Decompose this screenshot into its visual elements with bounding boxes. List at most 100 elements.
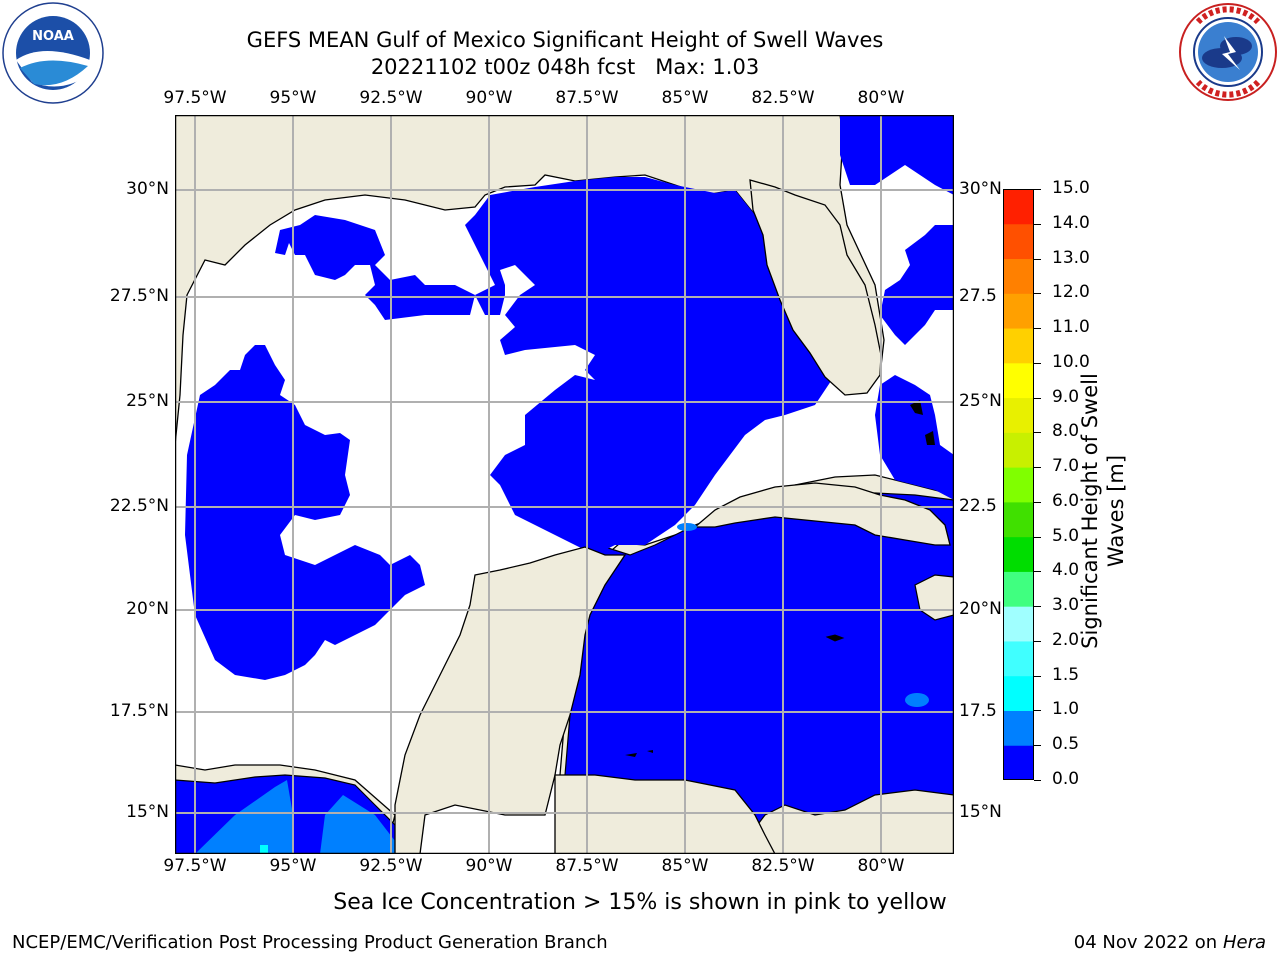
- lat-label-right-1: 27.5: [959, 286, 997, 306]
- colorbar-tick-label-7: 8.0: [1052, 421, 1080, 442]
- swell-map: [174, 114, 955, 855]
- swell-1.0-spot: [260, 845, 268, 854]
- lon-label-top-4: 87.5°W: [555, 88, 619, 108]
- jamaica-island: [825, 634, 845, 642]
- colorbar-swatch-5: [1003, 571, 1034, 607]
- lon-label-top-2: 92.5°W: [359, 88, 423, 108]
- colorbar-tick-mark-4: [1034, 328, 1041, 330]
- lon-label-bot-6: 82.5°W: [751, 856, 815, 876]
- colorbar-tick-label-11: 4.0: [1052, 560, 1080, 581]
- colorbar-tick-mark-15: [1034, 710, 1041, 712]
- lat-label-right-5: 17.5: [959, 701, 997, 721]
- colorbar-tick-mark-17: [1034, 780, 1041, 781]
- colorbar-tick-mark-7: [1034, 432, 1041, 434]
- lon-label-top-7: 80°W: [857, 88, 905, 108]
- colorbar-tick-mark-0: [1034, 189, 1041, 190]
- colorbar-swatch-4: [1003, 606, 1034, 642]
- colorbar-tick-mark-3: [1034, 293, 1041, 295]
- colorbar-tick-label-15: 1.0: [1052, 699, 1080, 720]
- gridlines: [175, 115, 954, 854]
- lat-label-left-5: 17.5°N: [109, 701, 169, 721]
- swell-0.5-yucatan-channel: [677, 523, 697, 531]
- lat-label-left-6: 15°N: [126, 802, 169, 822]
- swell-blue-ne-atlantic: [840, 115, 954, 345]
- colorbar-swatches: [1003, 189, 1034, 781]
- colorbar-swatch-0: [1003, 745, 1034, 781]
- lon-label-bot-5: 85°W: [661, 856, 709, 876]
- footer-left: NCEP/EMC/Verification Post Processing Pr…: [12, 932, 608, 953]
- lat-label-left-1: 27.5°N: [109, 286, 169, 306]
- colorbar-tick-label-1: 14.0: [1052, 212, 1090, 233]
- swell-blue-se-atlantic: [875, 375, 954, 500]
- colorbar-label-line1: Significant Height of Swell: [1078, 373, 1102, 649]
- cayman-islands: [625, 750, 653, 757]
- lon-label-bot-0: 97.5°W: [163, 856, 227, 876]
- lat-label-right-0: 30°N: [959, 179, 1002, 199]
- colorbar-swatch-11: [1003, 362, 1034, 399]
- lon-label-bot-3: 90°W: [465, 856, 513, 876]
- colorbar-tick-label-17: 0.0: [1052, 769, 1080, 789]
- chart-subtitle: 20221102 t00z 048h fcst Max: 1.03: [0, 55, 1130, 79]
- colorbar-tick-label-2: 13.0: [1052, 247, 1090, 268]
- forecast-time: 20221102 t00z 048h fcst: [370, 55, 636, 79]
- lat-label-left-0: 30°N: [126, 179, 169, 199]
- lat-label-left-4: 20°N: [126, 599, 169, 619]
- colorbar: [1003, 189, 1034, 781]
- colorbar-swatch-13: [1003, 293, 1034, 329]
- footer-host: Hera: [1222, 932, 1266, 953]
- swell-blue-gulf-north: [285, 215, 475, 320]
- colorbar-label: Significant Height of Swell Waves [m]: [1077, 361, 1129, 661]
- colorbar-tick-label-10: 5.0: [1052, 525, 1080, 546]
- colorbar-frame: [1003, 189, 1034, 780]
- colorbar-swatch-16: [1003, 189, 1034, 225]
- lon-label-top-3: 90°W: [465, 88, 513, 108]
- colorbar-tick-mark-9: [1034, 501, 1041, 503]
- colorbar-tick-mark-16: [1034, 745, 1041, 747]
- colorbar-tick-mark-14: [1034, 675, 1041, 677]
- colorbar-tick-mark-12: [1034, 606, 1041, 608]
- footer-right: 04 Nov 2022 on Hera: [1074, 932, 1266, 953]
- bahamas-islands: [910, 400, 935, 445]
- swell-0.5-pacific: [195, 780, 293, 854]
- lon-label-bot-1: 95°W: [269, 856, 317, 876]
- colorbar-swatch-10: [1003, 397, 1034, 433]
- swell-0.5-pacific-2: [320, 795, 405, 854]
- colorbar-swatch-3: [1003, 640, 1034, 677]
- sea-ice-note: Sea Ice Concentration > 15% is shown in …: [333, 890, 947, 915]
- noaa-logo-icon: NOAA: [2, 2, 104, 104]
- colorbar-tick-mark-8: [1034, 467, 1041, 469]
- swell-blue-gulf-east: [465, 177, 835, 555]
- colorbar-tick-label-14: 1.5: [1052, 664, 1080, 685]
- colorbar-swatch-14: [1003, 258, 1034, 294]
- map-panel: [174, 114, 955, 855]
- lon-label-top-5: 85°W: [661, 88, 709, 108]
- lat-label-right-3: 22.5: [959, 496, 997, 516]
- lat-label-right-6: 15°N: [959, 802, 1002, 822]
- colorbar-tick-mark-1: [1034, 223, 1041, 225]
- chart-title: GEFS MEAN Gulf of Mexico Significant Hei…: [246, 28, 884, 52]
- max-value: Max: 1.03: [655, 55, 760, 79]
- colorbar-tick-label-9: 6.0: [1052, 490, 1080, 511]
- colorbar-swatch-1: [1003, 710, 1034, 746]
- lat-label-right-4: 20°N: [959, 599, 1002, 619]
- colorbar-swatch-2: [1003, 675, 1034, 711]
- colorbar-tick-label-5: 10.0: [1052, 351, 1090, 372]
- lon-label-top-1: 95°W: [269, 88, 317, 108]
- lon-label-bot-7: 80°W: [857, 856, 905, 876]
- swell-0.5-caribbean: [905, 693, 929, 707]
- lat-label-left-2: 25°N: [126, 391, 169, 411]
- colorbar-tick-label-4: 11.0: [1052, 317, 1090, 338]
- map-frame: [174, 114, 955, 855]
- colorbar-tick-label-8: 7.0: [1052, 456, 1080, 477]
- colorbar-tick-mark-10: [1034, 536, 1041, 538]
- colorbar-tick-label-13: 2.0: [1052, 629, 1080, 650]
- colorbar-tick-mark-2: [1034, 258, 1041, 260]
- lat-label-right-2: 25°N: [959, 391, 1002, 411]
- lon-label-top-0: 97.5°W: [163, 88, 227, 108]
- colorbar-tick-mark-13: [1034, 640, 1041, 642]
- lat-label-left-3: 22.5°N: [109, 496, 169, 516]
- cuba-land: [693, 482, 951, 546]
- nws-logo-icon: [1178, 2, 1278, 102]
- noaa-logo-text: NOAA: [32, 29, 74, 44]
- footer-date: 04 Nov 2022 on: [1073, 932, 1218, 953]
